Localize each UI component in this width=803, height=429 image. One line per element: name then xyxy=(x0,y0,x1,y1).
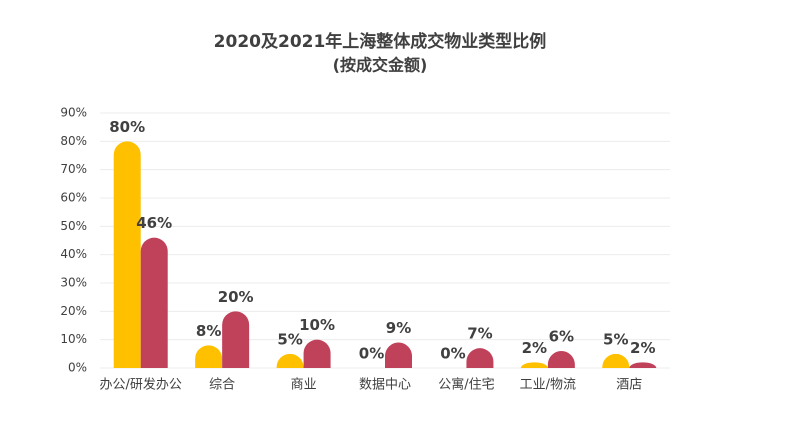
bar xyxy=(276,353,304,368)
data-label: 46% xyxy=(136,214,172,232)
data-label: 10% xyxy=(299,316,335,334)
data-label: 6% xyxy=(549,328,574,346)
x-tick-label: 商业 xyxy=(291,378,317,393)
data-label: 8% xyxy=(196,322,221,340)
x-tick-label: 综合 xyxy=(209,378,235,393)
bar xyxy=(113,141,141,368)
x-tick-label: 工业/物流 xyxy=(520,378,576,393)
y-tick-label: 70% xyxy=(60,162,87,176)
data-label: 0% xyxy=(359,345,384,363)
bar xyxy=(222,311,250,368)
bar xyxy=(140,237,168,368)
y-tick-label: 40% xyxy=(60,247,87,261)
y-tick-label: 10% xyxy=(60,332,87,346)
y-tick-label: 80% xyxy=(60,134,87,148)
y-tick-label: 90% xyxy=(60,106,87,120)
x-tick-label: 办公/研发办公 xyxy=(100,377,182,393)
data-label: 7% xyxy=(467,325,492,343)
data-label: 5% xyxy=(603,330,628,348)
bar xyxy=(385,342,412,368)
data-label: 9% xyxy=(386,319,411,337)
y-tick-label: 60% xyxy=(60,191,87,205)
chart-subtitle: (按成交金额) xyxy=(333,56,428,75)
y-tick-label: 0% xyxy=(68,361,87,375)
bar xyxy=(629,362,657,368)
y-tick-label: 20% xyxy=(60,304,87,318)
data-label: 2% xyxy=(630,339,655,357)
y-tick-label: 30% xyxy=(60,276,87,290)
data-label: 0% xyxy=(440,345,465,363)
x-tick-label: 酒店 xyxy=(616,378,642,393)
bar xyxy=(547,351,575,368)
bar xyxy=(195,345,223,368)
bar xyxy=(466,348,494,368)
bar xyxy=(602,353,630,368)
chart-title: 2020及2021年上海整体成交物业类型比例 xyxy=(214,31,547,52)
data-label: 5% xyxy=(277,330,302,348)
x-tick-label: 公寓/住宅 xyxy=(438,377,494,393)
data-label: 2% xyxy=(522,339,547,357)
data-label: 20% xyxy=(218,288,254,306)
bar xyxy=(303,339,331,368)
data-label: 80% xyxy=(109,118,145,136)
y-tick-label: 50% xyxy=(60,219,87,233)
bar xyxy=(520,362,548,368)
x-tick-label: 数据中心 xyxy=(359,378,411,393)
